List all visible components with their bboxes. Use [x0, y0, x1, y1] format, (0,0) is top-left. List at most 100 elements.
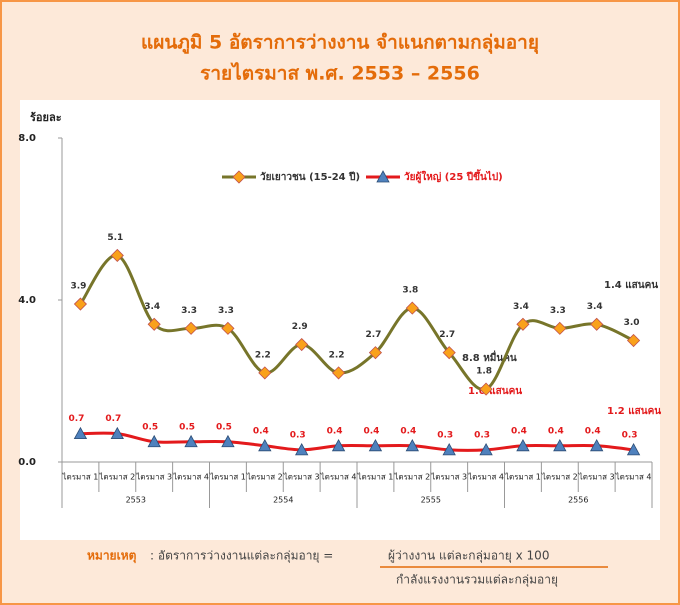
- x-tick-label: ไตรมาส 4: [615, 473, 652, 482]
- year-label: 2554: [273, 496, 293, 505]
- marker: [331, 438, 346, 452]
- data-label: 0.7: [68, 414, 84, 424]
- x-tick-label: ไตรมาส 4: [320, 473, 357, 482]
- data-label: 3.8: [402, 286, 418, 296]
- marker: [184, 434, 198, 448]
- marker: [405, 301, 419, 315]
- series-line: [79, 253, 635, 391]
- data-label: 0.4: [400, 426, 416, 436]
- legend-marker: [232, 170, 246, 184]
- data-label: 3.3: [181, 306, 197, 316]
- y-tick-label: 4.0: [18, 295, 36, 306]
- data-label: 0.5: [216, 422, 232, 432]
- data-label: 3.3: [218, 306, 234, 316]
- data-label: 3.4: [513, 302, 529, 312]
- x-tick-label: ไตรมาส 1: [62, 473, 99, 482]
- legend-label: วัยผู้ใหญ่ (25 ปีขึ้นไป): [404, 169, 503, 184]
- data-label: 0.3: [290, 430, 306, 440]
- annotation: 1.2 แสนคน: [607, 406, 661, 417]
- year-label: 2555: [421, 496, 441, 505]
- plot-background: [20, 100, 660, 540]
- x-tick-label: ไตรมาส 4: [172, 473, 209, 482]
- marker: [553, 438, 567, 452]
- data-label: 0.4: [511, 426, 527, 436]
- legend-marker: [376, 170, 390, 183]
- y-axis-label: ร้อยละ: [30, 111, 62, 124]
- marker: [221, 321, 235, 335]
- x-tick-label: ไตรมาส 2: [98, 473, 135, 482]
- data-label: 0.4: [585, 426, 601, 436]
- x-tick-label: ไตรมาส 3: [430, 473, 467, 482]
- data-label: 3.4: [587, 302, 603, 312]
- data-label: 0.3: [622, 430, 638, 440]
- year-label: 2556: [568, 496, 588, 505]
- data-label: 0.4: [548, 426, 564, 436]
- note-denominator: กำลังแรงงานรวมแต่ละกลุ่มอายุ: [396, 573, 558, 588]
- data-label: 0.4: [253, 426, 269, 436]
- data-label: 0.3: [474, 430, 490, 440]
- marker: [442, 443, 456, 456]
- data-label: 2.7: [439, 330, 455, 340]
- marker: [553, 321, 567, 335]
- data-label: 3.4: [144, 302, 160, 312]
- marker: [479, 443, 493, 456]
- note-numerator: ผู้ว่างงาน แต่ละกลุ่มอายุ x 100: [388, 549, 549, 564]
- marker: [331, 366, 346, 380]
- x-tick-label: ไตรมาส 1: [504, 473, 541, 482]
- x-tick-label: ไตรมาส 2: [246, 473, 283, 482]
- marker: [442, 346, 456, 360]
- data-label: 0.3: [437, 430, 453, 440]
- data-label: 2.7: [365, 330, 381, 340]
- x-tick-label: ไตรมาส 3: [578, 473, 615, 482]
- x-tick-label: ไตรมาส 1: [357, 473, 394, 482]
- marker: [405, 438, 419, 452]
- data-label: 3.0: [624, 318, 640, 328]
- data-label: 2.9: [292, 322, 308, 332]
- x-tick-label: ไตรมาส 1: [209, 473, 246, 482]
- x-tick-label: ไตรมาส 3: [135, 473, 172, 482]
- x-tick-label: ไตรมาส 2: [541, 473, 578, 482]
- marker: [590, 317, 604, 331]
- marker: [258, 366, 272, 380]
- data-label: 2.2: [329, 350, 345, 360]
- note-label: หมายเหตุ: [87, 549, 137, 564]
- annotation: 1.0 แสนคน: [468, 386, 522, 397]
- data-label: 1.8: [476, 367, 492, 377]
- y-tick-label: 8.0: [18, 133, 36, 144]
- data-label: 0.5: [142, 422, 158, 432]
- data-label: 0.7: [105, 414, 121, 424]
- marker: [73, 297, 88, 311]
- legend-label: วัยเยาวชน (15-24 ปี): [260, 171, 360, 183]
- marker: [626, 443, 641, 456]
- year-label: 2553: [126, 496, 146, 505]
- data-label: 0.5: [179, 422, 195, 432]
- marker: [258, 438, 272, 452]
- marker: [110, 248, 124, 263]
- marker: [368, 346, 383, 360]
- data-label: 2.2: [255, 350, 271, 360]
- marker: [147, 317, 161, 331]
- data-label: 0.4: [327, 426, 343, 436]
- marker: [295, 443, 309, 456]
- chart-title: แผนภูมิ 5 อัตราการว่างงาน จำแนกตามกลุ่มอ…: [141, 32, 539, 55]
- series-line: [80, 431, 634, 452]
- chart-subtitle: รายไตรมาส พ.ศ. 2553 – 2556: [200, 62, 480, 85]
- y-tick-label: 0.0: [18, 457, 36, 468]
- x-tick-label: ไตรมาส 2: [393, 473, 430, 482]
- marker: [184, 321, 198, 335]
- marker: [590, 438, 604, 452]
- marker: [479, 382, 493, 396]
- marker: [147, 434, 161, 448]
- data-label: 3.3: [550, 306, 566, 316]
- marker: [368, 438, 383, 452]
- marker: [516, 438, 530, 452]
- marker: [295, 337, 309, 352]
- annotation: 1.4 แสนคน: [604, 280, 658, 291]
- marker: [221, 434, 235, 448]
- marker: [626, 333, 641, 348]
- marker: [110, 426, 124, 440]
- x-tick-label: ไตรมาส 3: [283, 473, 320, 482]
- x-tick-label: ไตรมาส 4: [467, 473, 504, 482]
- data-label: 3.9: [70, 282, 86, 292]
